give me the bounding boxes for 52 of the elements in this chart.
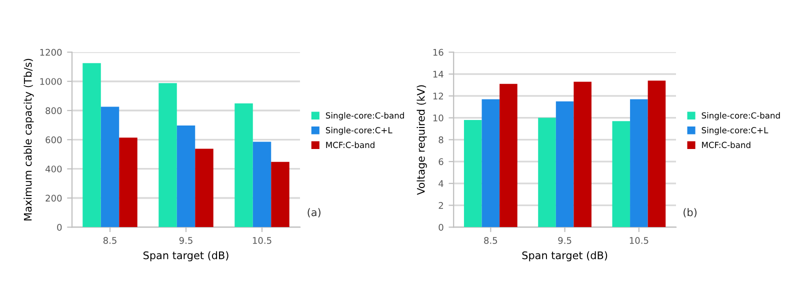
bar — [271, 162, 290, 228]
legend-label: MCF:C-band — [702, 142, 750, 148]
legend-label: Single-core:C-band — [326, 112, 404, 120]
y-tick-label: 16 — [433, 48, 444, 56]
y-tick-label: 10 — [433, 114, 444, 122]
bar — [500, 84, 518, 228]
x-tick-label: 9.5 — [179, 237, 192, 244]
y-tick-label: 2 — [438, 202, 443, 209]
y-tick-label: 1000 — [40, 78, 62, 85]
x-tick-label: 8.5 — [103, 237, 116, 244]
bar — [612, 121, 630, 228]
y-tick-label: 0 — [438, 224, 444, 231]
legend-label: Single-core:C-band — [702, 112, 780, 120]
bar — [538, 118, 556, 228]
bar — [252, 142, 272, 228]
bar — [158, 83, 177, 228]
y-tick-label: 6 — [438, 158, 444, 166]
y-tick-label: 4 — [438, 180, 444, 187]
bar — [630, 99, 648, 228]
bar — [176, 126, 196, 228]
y-tick-label: 0 — [57, 224, 62, 231]
y-tick-label: 400 — [45, 166, 62, 172]
y-axis-title: Voltage required (kV) — [416, 85, 427, 195]
y-tick-label: 8 — [438, 136, 444, 144]
y-tick-label: 12 — [433, 92, 443, 100]
x-tick-label: 9.5 — [558, 237, 572, 244]
bar — [82, 63, 101, 228]
x-axis-title: Span target (dB) — [522, 251, 608, 262]
legend-label: Single-core:C+L — [326, 126, 392, 135]
text: (b) — [684, 208, 697, 218]
bar — [482, 99, 500, 228]
x-tick-label: 8.5 — [484, 237, 498, 244]
bar — [100, 106, 120, 228]
y-tick-label: 800 — [46, 107, 62, 114]
legend-label: MCF:C-band — [326, 142, 374, 148]
x-axis-title: Span target (dB) — [143, 251, 228, 262]
x-tick-label: 10.5 — [252, 237, 272, 244]
y-tick-label: 1200 — [40, 48, 62, 56]
bar — [464, 120, 482, 228]
bar — [119, 138, 138, 228]
y-tick-label: 200 — [46, 194, 62, 202]
x-tick-label: 10.5 — [630, 237, 648, 244]
bar — [648, 80, 666, 228]
bar — [574, 82, 592, 228]
legend-label: Single-core:C+L — [702, 126, 768, 135]
y-tick-label: 14 — [433, 70, 444, 78]
text: (a) — [308, 208, 320, 218]
y-tick-label: 600 — [46, 136, 62, 144]
bar — [195, 148, 214, 228]
bar — [234, 103, 253, 228]
bar — [556, 101, 574, 228]
y-axis-title: Maximum cable capacity (Tb/s) — [24, 58, 34, 220]
